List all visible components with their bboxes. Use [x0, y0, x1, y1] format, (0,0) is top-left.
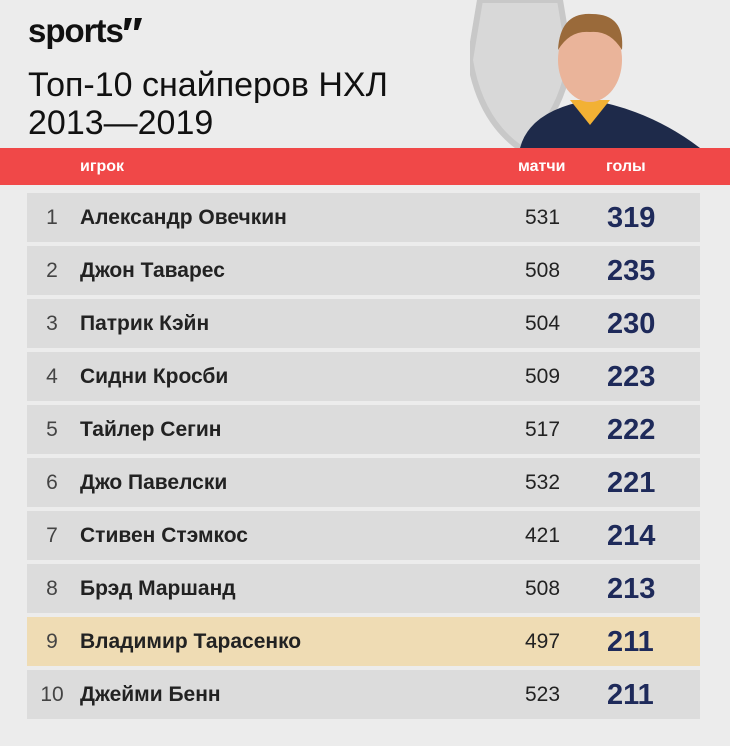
goals: 211	[607, 679, 654, 711]
title-line: Топ-10 снайперов НХЛ	[28, 66, 388, 104]
matches: 508	[525, 259, 561, 282]
player-photo	[470, 0, 700, 148]
logo-mark	[123, 18, 142, 30]
matches: 497	[525, 630, 561, 653]
matches: 523	[525, 683, 561, 706]
table-row: 5 Тайлер Сегин 517 222	[27, 405, 700, 454]
matches: 509	[525, 365, 561, 388]
table-row: 7 Стивен Стэмкос 421 214	[27, 511, 700, 560]
rank: 1	[46, 206, 58, 229]
player-name: Стивен Стэмкос	[80, 524, 248, 547]
column-header: голы	[606, 158, 646, 175]
matches: 504	[525, 312, 561, 335]
table-row: 8 Брэд Маршанд 508 213	[27, 564, 700, 613]
player-name: Патрик Кэйн	[80, 312, 210, 335]
rank: 5	[46, 418, 58, 441]
goals: 230	[607, 308, 656, 340]
matches: 532	[525, 471, 561, 494]
column-header: матчи	[518, 158, 566, 175]
table-row: 6 Джо Павелски 532 221	[27, 458, 700, 507]
player-name: Джо Павелски	[80, 471, 228, 494]
logo: sports	[28, 12, 145, 50]
title: Топ-10 снайперов НХЛ 2013—2019	[28, 66, 388, 142]
table-row: 4 Сидни Кросби 509 223	[27, 352, 700, 401]
table-row: 10 Джейми Бенн 523 211	[27, 670, 700, 719]
matches: 508	[525, 577, 561, 600]
table-row: 9 Владимир Тарасенко 497 211	[27, 617, 700, 666]
rank: 10	[40, 683, 64, 706]
goals: 213	[607, 573, 656, 605]
matches: 517	[525, 418, 561, 441]
goals: 214	[607, 520, 656, 552]
rank: 2	[46, 259, 58, 282]
goals: 235	[607, 255, 656, 287]
goals: 223	[607, 361, 656, 393]
rank: 7	[46, 524, 58, 547]
rank: 9	[46, 630, 58, 653]
goals: 222	[607, 414, 656, 446]
matches: 531	[525, 206, 561, 229]
player-name: Александр Овечкин	[80, 206, 287, 229]
player-name: Сидни Кросби	[80, 365, 229, 388]
player-name: Брэд Маршанд	[80, 577, 236, 600]
goals: 319	[607, 202, 656, 234]
player-name: Тайлер Сегин	[80, 418, 222, 441]
matches: 421	[525, 524, 561, 547]
rank: 4	[46, 365, 58, 388]
table: 1 Александр Овечкин 531 319 2 Джон Таварес 508…	[27, 193, 700, 723]
rank: 6	[46, 471, 58, 494]
title-line: 2013—2019	[28, 104, 214, 142]
goals: 221	[607, 467, 656, 499]
table-row: 2 Джон Таварес 508 235	[27, 246, 700, 295]
rank: 3	[46, 312, 58, 335]
header-bar: игрок матчи голы	[0, 148, 730, 185]
column-header: игрок	[80, 158, 125, 175]
logo-text: sports	[28, 12, 124, 49]
table-row: 3 Патрик Кэйн 504 230	[27, 299, 700, 348]
rank: 8	[46, 577, 58, 600]
player-name: Джон Таварес	[80, 259, 225, 282]
player-name: Джейми Бенн	[80, 683, 221, 706]
player-name: Владимир Тарасенко	[80, 630, 302, 653]
goals: 211	[607, 626, 654, 658]
table-row: 1 Александр Овечкин 531 319	[27, 193, 700, 242]
